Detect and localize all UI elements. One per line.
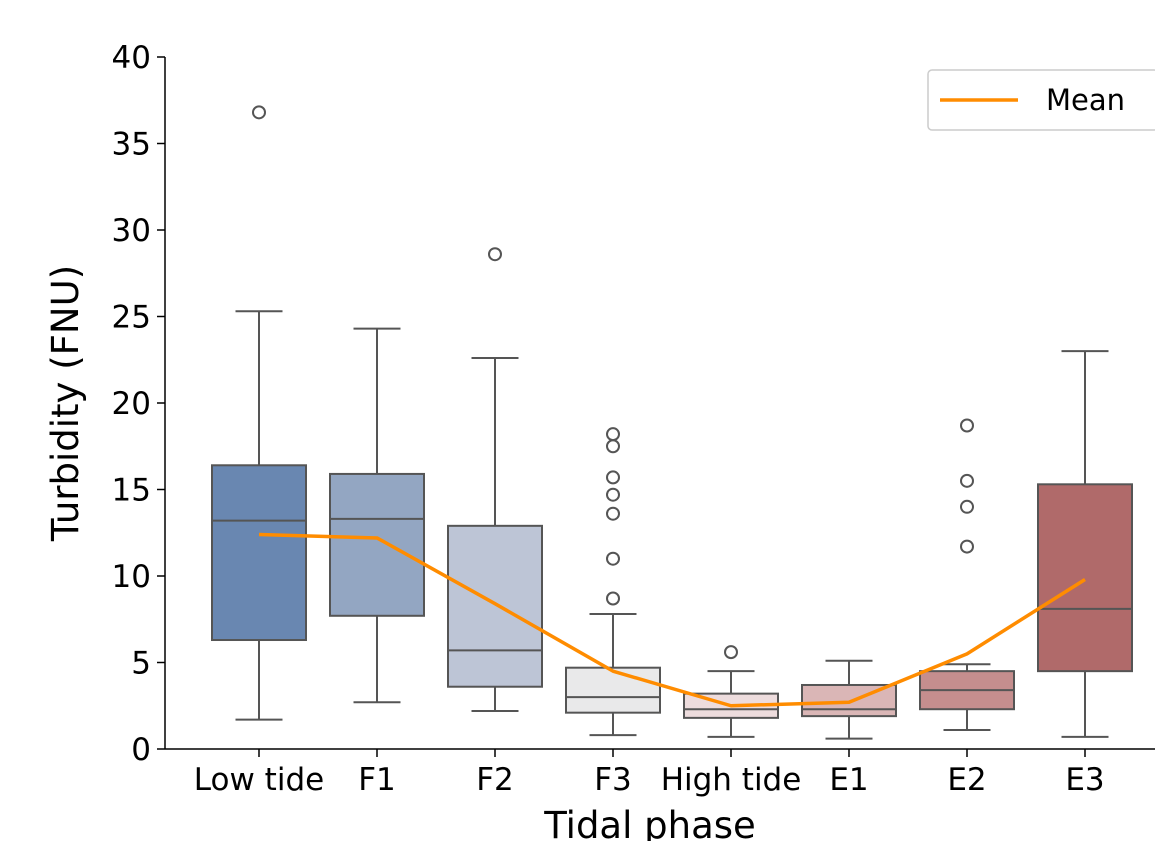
x-tick-label: Low tide [194, 762, 324, 798]
box-group [1037, 350, 1133, 738]
x-tick-label: E1 [829, 762, 868, 798]
outlier-point [960, 473, 974, 488]
plot-area: 0 5 10 15 20 25 30 35 40 Low tide F1 F2 F3 High tide E… [112, 40, 1155, 798]
outlier-point [960, 539, 974, 554]
box-group [211, 105, 307, 721]
mean-line [258, 532, 1086, 708]
y-tick-label: 10 [112, 559, 151, 595]
y-tick-label: 15 [112, 473, 151, 509]
box-group [447, 247, 543, 712]
x-tick-label: F3 [594, 762, 632, 798]
box-group [329, 327, 425, 704]
box-iqr [211, 464, 307, 642]
box-group [801, 659, 897, 740]
y-axis-title: Turbidity (FNU) [44, 265, 87, 542]
y-tick-label: 25 [112, 300, 151, 336]
y-tick-label: 0 [131, 732, 151, 768]
y-tick-label: 5 [131, 646, 151, 682]
outlier-point [724, 645, 738, 660]
outlier-point [960, 418, 974, 433]
box-group [565, 427, 661, 737]
box-iqr [565, 666, 661, 714]
y-tick-label: 35 [112, 127, 151, 163]
x-axis-title: Tidal phase [543, 804, 756, 841]
outlier-point [606, 506, 620, 521]
outlier-point [606, 427, 620, 442]
box-group [683, 645, 779, 738]
box-group [919, 418, 1015, 731]
outlier-point [606, 551, 620, 566]
x-tick-label: F2 [476, 762, 514, 798]
outlier-point [606, 487, 620, 502]
y-tick-label: 30 [112, 213, 151, 249]
outlier-point [606, 591, 620, 606]
legend: Mean [927, 69, 1155, 131]
legend-mean-label: Mean [1046, 83, 1125, 117]
box-iqr [1037, 483, 1133, 673]
x-tick-label: High tide [661, 762, 802, 798]
legend-frame [927, 69, 1155, 131]
outlier-point [252, 105, 266, 120]
x-tick-label: E2 [947, 762, 986, 798]
y-tick-label: 40 [112, 40, 151, 76]
outlier-point [488, 247, 502, 262]
y-tick-label: 20 [112, 386, 151, 422]
box-iqr [447, 524, 543, 688]
box-iqr [329, 472, 425, 617]
outlier-point [606, 439, 620, 454]
outlier-point [960, 499, 974, 514]
outlier-point [606, 470, 620, 485]
x-tick-label: E3 [1065, 762, 1104, 798]
x-tick-label: F1 [358, 762, 396, 798]
